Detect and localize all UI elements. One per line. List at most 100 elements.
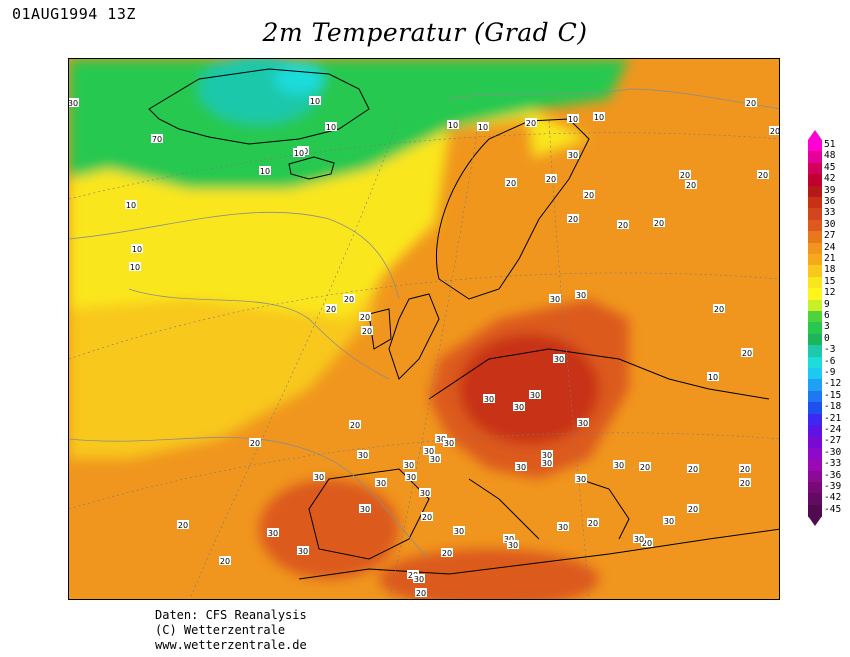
- contour-label-bg: [405, 472, 417, 481]
- legend: 51 48 45 42 39 36 33 30 27 24 21 18 15 12 9 6 3 0 -3 -6 -9 -1…: [808, 130, 848, 530]
- contour-label-bg: [525, 118, 537, 127]
- contour-label: 10: [260, 167, 270, 176]
- legend-swatch: [808, 345, 822, 358]
- contour-label-bg: [421, 512, 433, 521]
- contour-label: 10: [310, 97, 320, 106]
- contour-label: 30: [508, 541, 518, 550]
- contour-label: 30: [504, 535, 514, 544]
- contour-label: 30: [514, 403, 524, 412]
- contour-label-bg: [513, 402, 525, 411]
- contour-label-bg: [357, 450, 369, 459]
- temperature-map[interactable]: 0101010701010101010101010102020202020202…: [68, 58, 780, 600]
- contour-label: 30: [406, 473, 416, 482]
- credit-website[interactable]: www.wetterzentrale.de: [155, 638, 307, 652]
- legend-swatch: [808, 219, 822, 232]
- contour-label: 20: [758, 171, 768, 180]
- contour-label: 30: [314, 473, 324, 482]
- very-cold-zone: [274, 64, 324, 94]
- contour-label: 20: [618, 221, 628, 230]
- legend-swatch: [808, 436, 822, 449]
- contour-label-bg: [757, 170, 769, 179]
- legend-tick-label: -18: [824, 401, 842, 413]
- legend-swatch: [808, 231, 822, 244]
- legend-tick-label: -15: [824, 389, 842, 401]
- legend-swatch: [808, 333, 822, 346]
- contour-label-bg: [515, 462, 527, 471]
- legend-swatch: [808, 288, 822, 301]
- credits: Daten: CFS Reanalysis (C) Wetterzentrale…: [155, 608, 307, 653]
- contour-label-bg: [483, 394, 495, 403]
- contour-label-bg: [249, 438, 261, 447]
- contour-label-bg: [653, 218, 665, 227]
- legend-tick-label: -45: [824, 503, 842, 515]
- contour-label-bg: [453, 526, 465, 535]
- contour-label-bg: [477, 122, 489, 131]
- contour-label: 20: [740, 465, 750, 474]
- contour-label: 20: [360, 313, 370, 322]
- contour-label: 20: [220, 557, 230, 566]
- contour-label-bg: [131, 244, 143, 253]
- legend-top-arrow: [808, 130, 822, 140]
- contour-label-bg: [575, 290, 587, 299]
- contour-label-bg: [553, 354, 565, 363]
- contour-label-bg: [633, 534, 645, 543]
- legend-swatch: [808, 197, 822, 209]
- contour-label-bg: [441, 548, 453, 557]
- contour-label: 20: [680, 171, 690, 180]
- contour-label-bg: [739, 464, 751, 473]
- contour-label: 10: [130, 263, 140, 272]
- contour-label: 10: [132, 245, 142, 254]
- contour-label: 30: [576, 475, 586, 484]
- legend-swatch: [808, 504, 822, 517]
- contour-label: 20: [250, 439, 260, 448]
- contour-label: 30: [614, 461, 624, 470]
- legend-tick-label: -6: [824, 355, 836, 367]
- contour-label: 30: [444, 439, 454, 448]
- contour-label-bg: [313, 472, 325, 481]
- contour-label: 30: [554, 355, 564, 364]
- contour-label-bg: [583, 190, 595, 199]
- contour-label-bg: [293, 148, 305, 157]
- contour-label: 20: [654, 219, 664, 228]
- contour-label-bg: [741, 348, 753, 357]
- legend-swatch: [808, 265, 822, 278]
- contour-label-bg: [577, 418, 589, 427]
- contour-label-bg: [541, 458, 553, 467]
- legend-swatch: [808, 402, 822, 415]
- contour-label: 20: [584, 191, 594, 200]
- contour-label: 30: [298, 547, 308, 556]
- legend-tick-label: 3: [824, 321, 830, 333]
- legend-tick-label: 48: [824, 150, 836, 162]
- legend-tick-label: -39: [824, 481, 842, 492]
- contour-label-bg: [707, 372, 719, 381]
- contour-label-bg: [309, 96, 321, 105]
- legend-swatch: [808, 185, 822, 198]
- legend-tick-label: 42: [824, 173, 836, 185]
- contour-label-bg: [613, 460, 625, 469]
- legend-swatch: [808, 299, 822, 312]
- contour-label-bg: [567, 114, 579, 123]
- contour-label-bg: [687, 464, 699, 473]
- contour-label: 10: [448, 121, 458, 130]
- contour-label-bg: [69, 98, 79, 107]
- contour-label: 30: [414, 575, 424, 584]
- contour-label-bg: [177, 520, 189, 529]
- contour-label: 30: [542, 459, 552, 468]
- contour-label-bg: [639, 462, 651, 471]
- legend-bottom-arrow: [808, 516, 822, 527]
- legend-tick-label: -12: [824, 378, 842, 390]
- contour-label-bg: [679, 170, 691, 179]
- contour-label-bg: [259, 166, 271, 175]
- contour-label-bg: [503, 534, 515, 543]
- legend-swatch: [808, 242, 822, 255]
- isotherms: [69, 88, 779, 560]
- contour-label: 30: [664, 517, 674, 526]
- map-canvas: 0101010701010101010101010102020202020202…: [69, 59, 779, 599]
- legend-swatch: [808, 322, 822, 335]
- graticule: [69, 118, 779, 599]
- legend-tick-label: -21: [824, 412, 842, 424]
- legend-tick-label: -33: [824, 458, 842, 470]
- contour-label: 20: [568, 215, 578, 224]
- legend-swatch: [808, 151, 822, 164]
- contour-label: 20: [416, 589, 426, 598]
